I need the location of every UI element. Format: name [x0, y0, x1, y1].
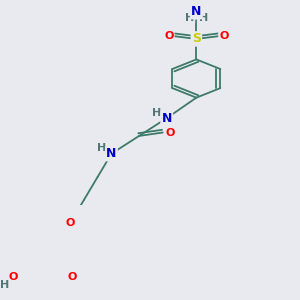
- Text: N: N: [191, 5, 202, 18]
- Text: H: H: [185, 13, 194, 23]
- Text: O: O: [164, 31, 173, 40]
- Text: S: S: [192, 32, 201, 45]
- Text: O: O: [8, 272, 17, 282]
- Text: N: N: [106, 147, 117, 160]
- Text: H: H: [97, 143, 106, 153]
- Text: H: H: [199, 13, 208, 23]
- Text: H: H: [0, 280, 10, 290]
- Text: O: O: [65, 218, 75, 228]
- Text: N: N: [161, 112, 172, 125]
- Text: H: H: [152, 108, 161, 118]
- Text: O: O: [67, 272, 77, 282]
- Text: O: O: [219, 31, 229, 40]
- Text: O: O: [166, 128, 175, 137]
